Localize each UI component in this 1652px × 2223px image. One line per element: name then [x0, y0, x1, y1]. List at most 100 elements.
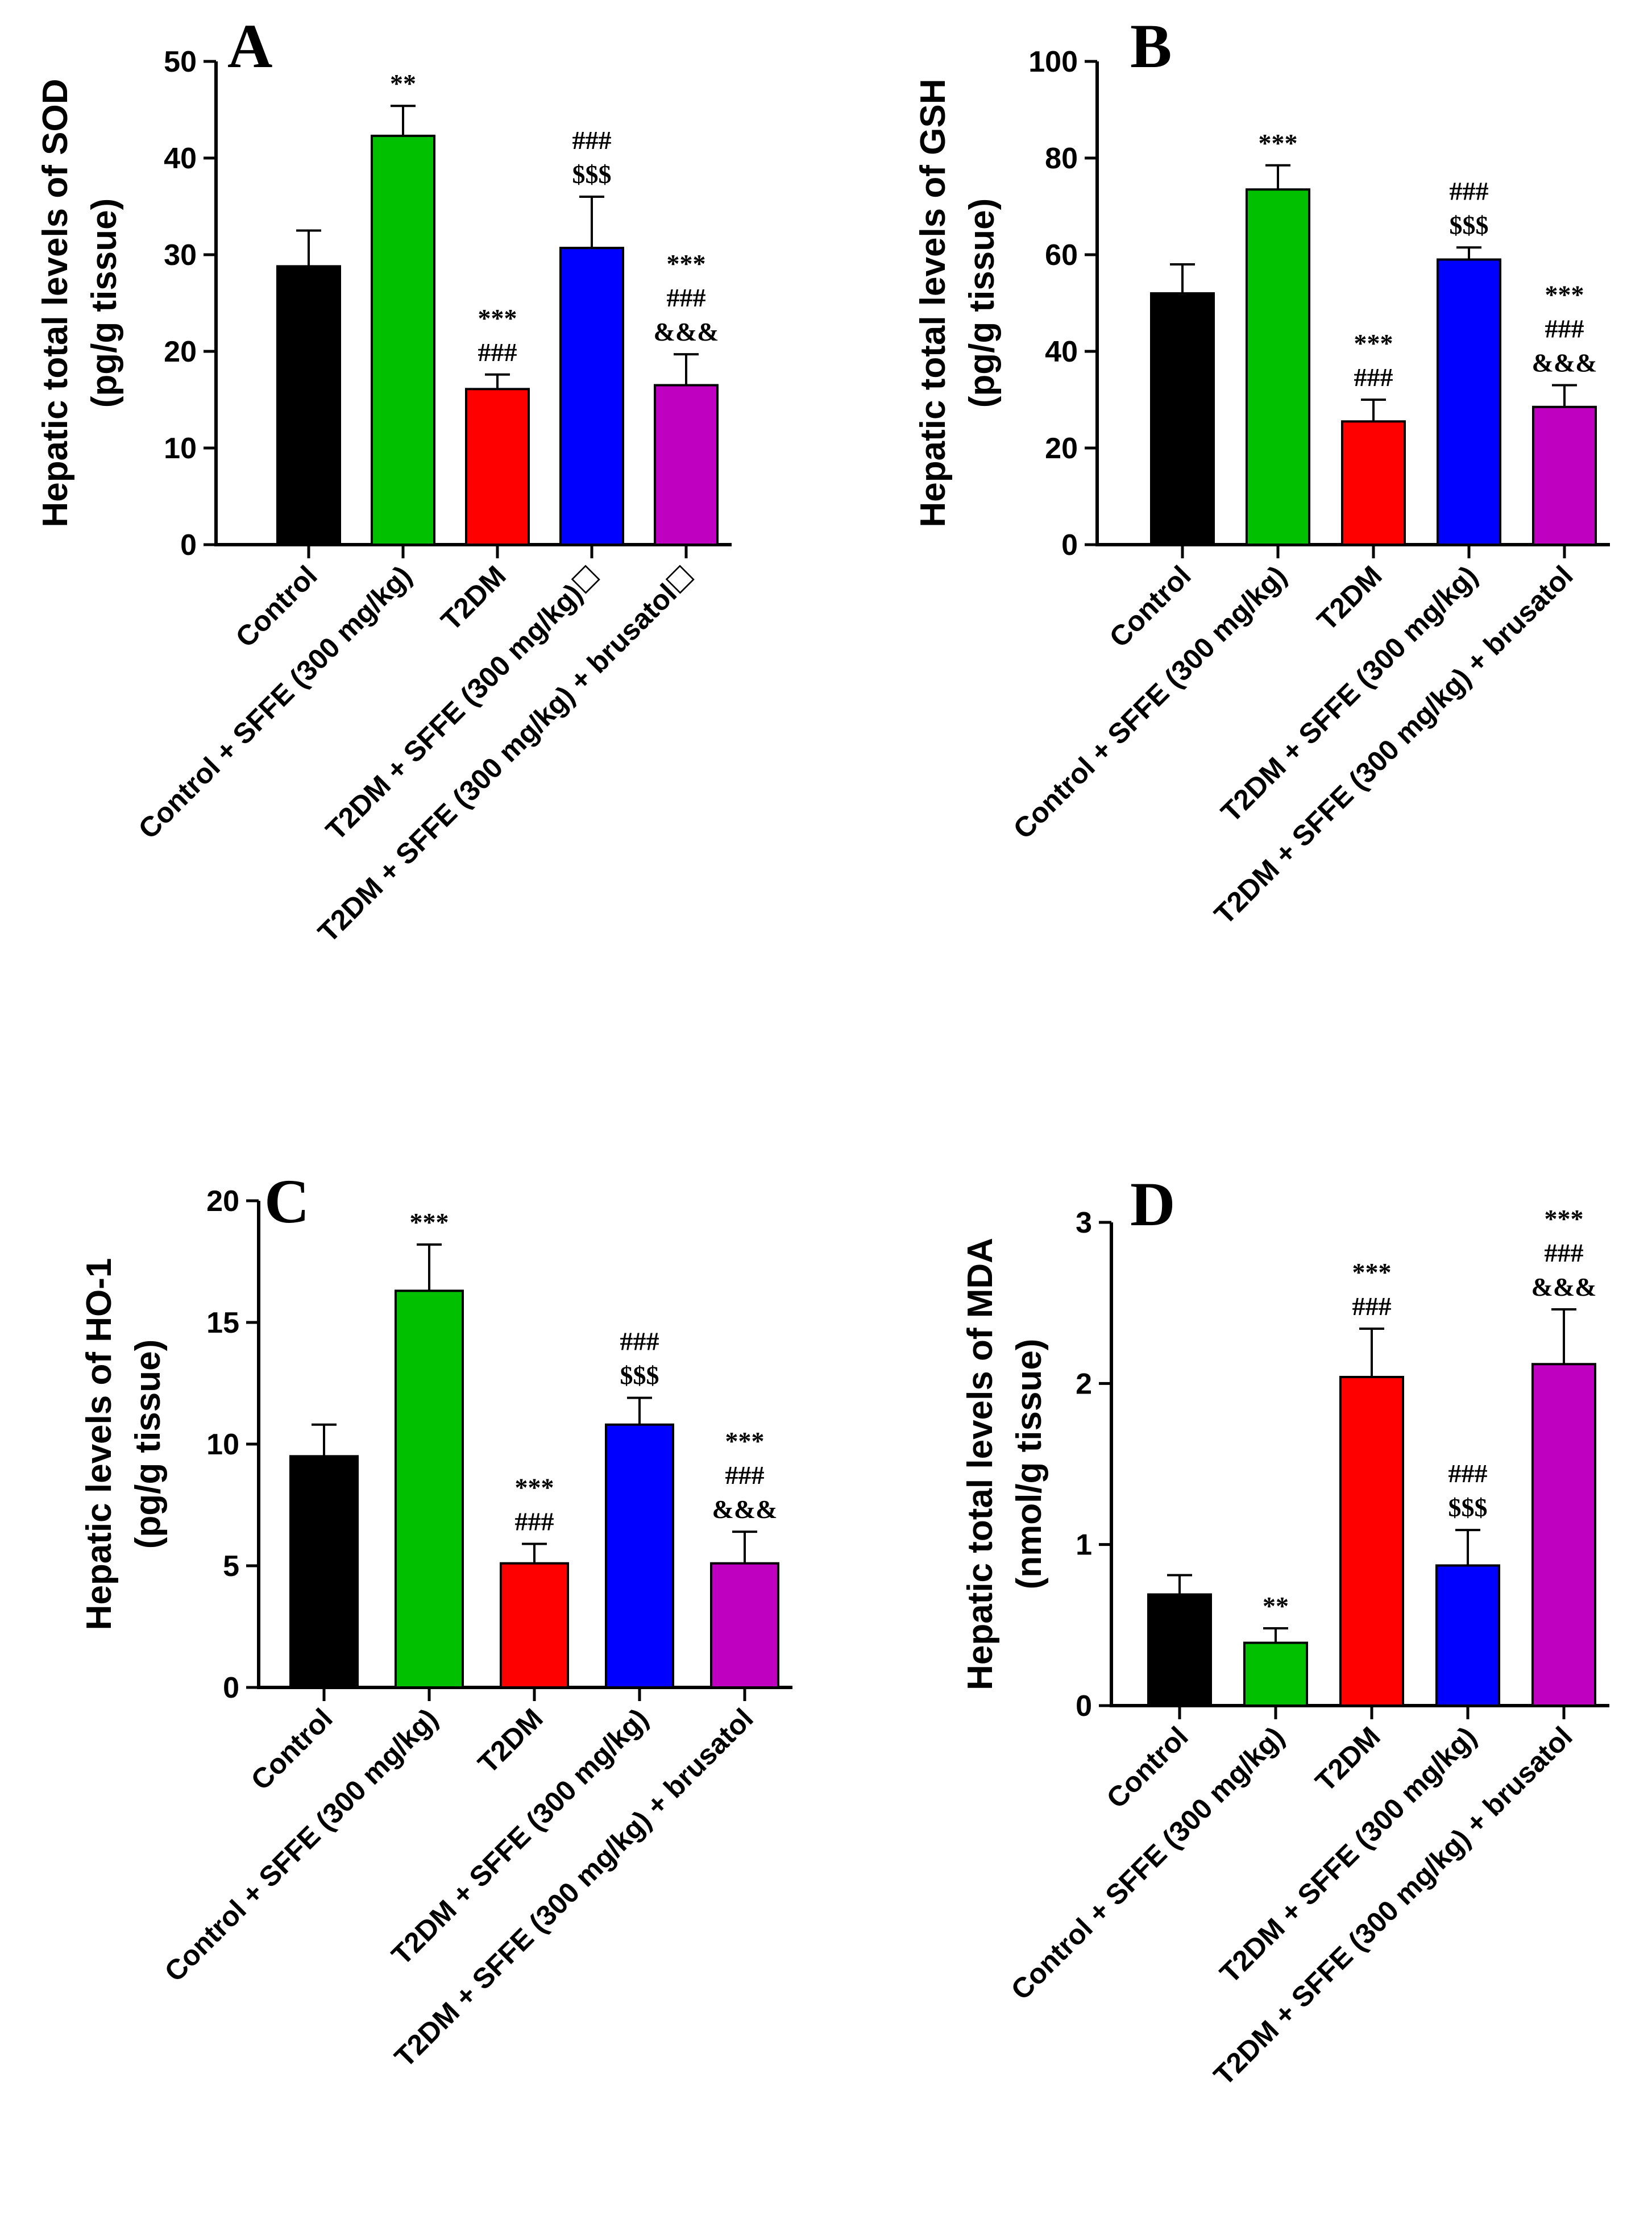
y-axis-title: (pg/g tissue): [962, 198, 1002, 408]
bar: [371, 134, 435, 546]
y-axis-title: (nmol/g tissue): [1010, 1339, 1049, 1590]
bar: [1339, 1376, 1404, 1707]
significance-label: ###: [1448, 1459, 1488, 1488]
significance-label: ###: [478, 338, 517, 367]
bar: [289, 1455, 359, 1689]
significance-label: ***: [410, 1208, 449, 1237]
x-tick-label: T2DM: [472, 1702, 549, 1780]
significance-label: $$$: [620, 1361, 659, 1390]
y-axis-title: (pg/g tissue): [128, 1339, 168, 1549]
y-tick-label: 50: [164, 45, 197, 78]
panel-letter: B: [1130, 11, 1172, 81]
bar: [465, 388, 530, 546]
y-tick-label: 5: [223, 1550, 239, 1583]
panel-letter: A: [227, 11, 272, 81]
x-tick-label: Control: [230, 559, 323, 653]
significance-label: ***: [667, 249, 706, 278]
significance-label: ***: [1545, 1204, 1584, 1233]
x-tick-label: Control: [245, 1702, 339, 1796]
x-tick-label: Control: [1103, 559, 1197, 653]
bar: [1437, 258, 1501, 546]
y-tick-label: 30: [164, 239, 197, 272]
significance-label: ***: [1354, 329, 1393, 358]
significance-label: ###: [1545, 1238, 1584, 1267]
significance-label: ###: [515, 1507, 554, 1536]
bar: [1435, 1564, 1500, 1707]
significance-label: ###: [1545, 314, 1584, 343]
y-tick-label: 0: [180, 529, 197, 562]
significance-label: ***: [725, 1426, 765, 1455]
bar: [500, 1562, 569, 1689]
y-tick-label: 20: [1045, 432, 1078, 465]
bar: [1150, 292, 1215, 546]
y-tick-label: 80: [1045, 142, 1078, 175]
bar: [1341, 420, 1406, 546]
significance-label: ###: [572, 126, 612, 155]
bar: [1531, 1363, 1596, 1707]
significance-label: ###: [1352, 1292, 1392, 1321]
bar: [1246, 188, 1310, 546]
y-axis-title: Hepatic levels of HO-1: [80, 1258, 119, 1631]
significance-label: ###: [620, 1327, 659, 1356]
significance-label: ***: [1352, 1258, 1392, 1287]
y-tick-label: 0: [223, 1672, 239, 1704]
x-tick-label: Control: [1101, 1720, 1194, 1814]
y-axis-title: (pg/g tissue): [85, 198, 124, 408]
significance-label: $$$: [572, 160, 612, 189]
bar: [276, 265, 341, 546]
bar: [605, 1423, 674, 1689]
significance-label: ###: [725, 1461, 765, 1490]
y-tick-label: 20: [164, 335, 197, 368]
significance-label: **: [1263, 1591, 1289, 1620]
chart-panel-b: B 0 20 40 60 80 100 Hepatic total levels of GSH…: [914, 11, 1610, 931]
significance-label: ###: [667, 283, 706, 312]
y-tick-label: 100: [1028, 45, 1078, 78]
y-tick-label: 2: [1076, 1367, 1092, 1400]
chart-panel-c: C 0 5 10 15 20 Hepatic levels of HO-1 (pg/g tis…: [80, 1167, 792, 2073]
significance-label: ***: [515, 1473, 554, 1502]
x-tick-label: T2DM: [1311, 559, 1388, 637]
significance-label: &&&: [712, 1495, 778, 1524]
y-tick-label: 10: [164, 432, 197, 465]
y-tick-label: 1: [1076, 1529, 1092, 1562]
bar: [1243, 1641, 1308, 1707]
y-tick-label: 20: [206, 1185, 239, 1218]
significance-label: ###: [1354, 363, 1393, 392]
significance-label: ***: [1259, 128, 1298, 157]
y-tick-label: 0: [1061, 529, 1078, 562]
significance-label: &&&: [1531, 1272, 1597, 1301]
x-tick-label: T2DM + SFFE (300 mg/kg) + brusatol: [1208, 559, 1579, 931]
significance-label: &&&: [654, 317, 719, 346]
significance-label: ***: [1545, 280, 1584, 309]
panel-letter: C: [264, 1167, 309, 1236]
x-tick-label: T2DM + SFFE (300 mg/kg) + brusatol: [1207, 1720, 1579, 2092]
y-tick-label: 40: [164, 142, 197, 175]
bar: [710, 1562, 779, 1689]
significance-label: ***: [478, 304, 517, 333]
y-tick-label: 3: [1076, 1206, 1092, 1239]
significance-label: ###: [1450, 176, 1489, 205]
y-tick-label: 10: [206, 1428, 239, 1461]
chart-panel-d: D 0 1 2 3 Hepatic total levels of MDA (nmol/g …: [961, 1169, 1609, 2092]
y-axis-title: Hepatic total levels of SOD: [36, 79, 75, 528]
significance-label: $$$: [1450, 210, 1489, 239]
significance-label: **: [390, 69, 416, 98]
bar: [1147, 1593, 1212, 1707]
y-axis-title: Hepatic total levels of MDA: [961, 1238, 1000, 1690]
panel-letter: D: [1130, 1169, 1175, 1239]
y-tick-label: 0: [1076, 1690, 1092, 1723]
x-tick-label: T2DM + SFFE (300 mg/kg) + brusatol: [388, 1702, 759, 2073]
bar: [559, 247, 624, 546]
y-tick-label: 40: [1045, 335, 1078, 368]
y-axis-title: Hepatic total levels of GSH: [914, 79, 953, 528]
y-tick-label: 60: [1045, 239, 1078, 272]
y-tick-label: 15: [206, 1307, 239, 1339]
chart-panel-a: A 0 10 20 30 40 50 Hepatic total levels of SOD (…: [36, 11, 732, 948]
x-tick-label: T2DM: [435, 559, 512, 637]
bar: [395, 1289, 464, 1689]
significance-label: $$$: [1448, 1493, 1488, 1522]
significance-label: &&&: [1532, 349, 1597, 378]
bar: [1532, 405, 1597, 546]
x-tick-label: T2DM: [1309, 1720, 1387, 1798]
